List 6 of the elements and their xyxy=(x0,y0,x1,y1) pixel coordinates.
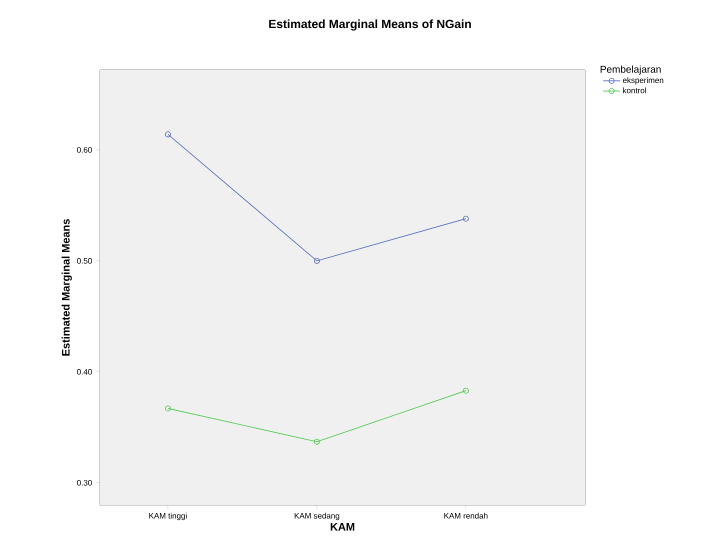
legend-title: Pembelajaran xyxy=(600,65,661,75)
point xyxy=(314,258,320,264)
x-axis-title: KAM xyxy=(330,523,354,531)
y-axis-title: Estimated Marginal Means xyxy=(62,219,72,356)
point xyxy=(314,438,320,445)
chart-title: Estimated Marginal Means of NGain xyxy=(269,19,471,31)
